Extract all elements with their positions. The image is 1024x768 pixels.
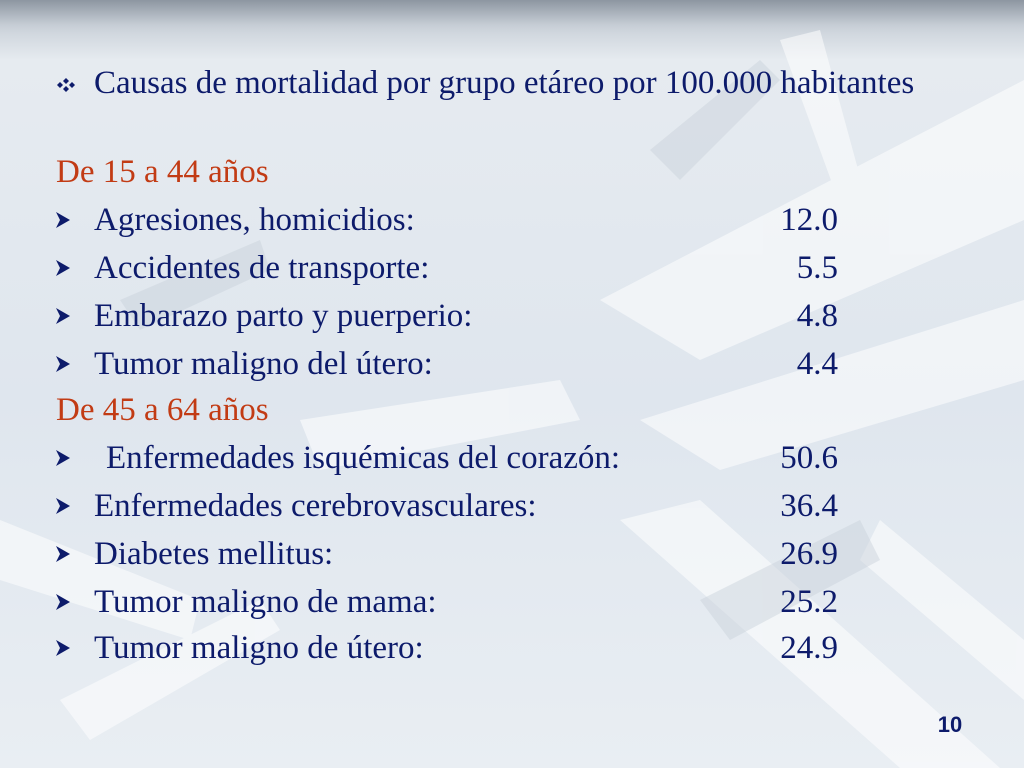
list-item: Enfermedades cerebrovasculares: 36.4 [56,484,856,528]
page-number: 10 [937,712,963,737]
list-item: Accidentes de transporte: 5.5 [56,246,856,290]
item-value: 4.8 [796,298,838,334]
item-value: 24.9 [780,630,838,666]
item-value: 36.4 [780,488,838,524]
intro-text: Causas de mortalidad por grupo etáreo po… [94,65,915,101]
diamond-cluster-bullet-icon [57,78,75,92]
item-value: 5.5 [796,250,838,286]
item-value: 12.0 [780,202,838,238]
item-label: Enfermedades cerebrovasculares: [94,488,537,524]
arrow-bullet-icon [56,260,70,276]
group-heading-45-64: De 45 a 64 años [56,392,269,428]
list-item: Diabetes mellitus: 26.9 [56,532,856,576]
item-label: Embarazo parto y puerperio: [94,298,473,334]
intro-bullet-point: Causas de mortalidad por grupo etáreo po… [56,66,956,100]
arrow-bullet-icon [56,356,70,372]
item-label: Tumor maligno del útero: [94,346,433,382]
item-label: Enfermedades isquémicas del corazón: [106,440,621,476]
list-item: Enfermedades isquémicas del corazón: 50.… [56,436,856,480]
item-label: Agresiones, homicidios: [94,202,415,238]
item-label: Tumor maligno de mama: [94,584,437,620]
list-item: Tumor maligno del útero: 4.4 [56,342,856,386]
list-item: Embarazo parto y puerperio: 4.8 [56,294,856,338]
arrow-bullet-icon [56,546,70,562]
item-label: Tumor maligno de útero: [94,630,424,666]
item-value: 4.4 [796,346,838,382]
arrow-bullet-icon [56,498,70,514]
arrow-bullet-icon [56,450,70,466]
item-value: 50.6 [780,440,838,476]
list-item: Tumor maligno de útero: 24.9 [56,626,856,670]
list-item: Tumor maligno de mama: 25.2 [56,580,856,624]
item-value: 25.2 [780,584,838,620]
arrow-bullet-icon [56,594,70,610]
group-heading-15-44: De 15 a 44 años [56,154,269,190]
item-label: Accidentes de transporte: [94,250,430,286]
arrow-bullet-icon [56,640,70,656]
arrow-bullet-icon [56,308,70,324]
list-item: Agresiones, homicidios: 12.0 [56,198,856,242]
arrow-bullet-icon [56,212,70,228]
item-label: Diabetes mellitus: [94,536,334,572]
item-value: 26.9 [780,536,838,572]
